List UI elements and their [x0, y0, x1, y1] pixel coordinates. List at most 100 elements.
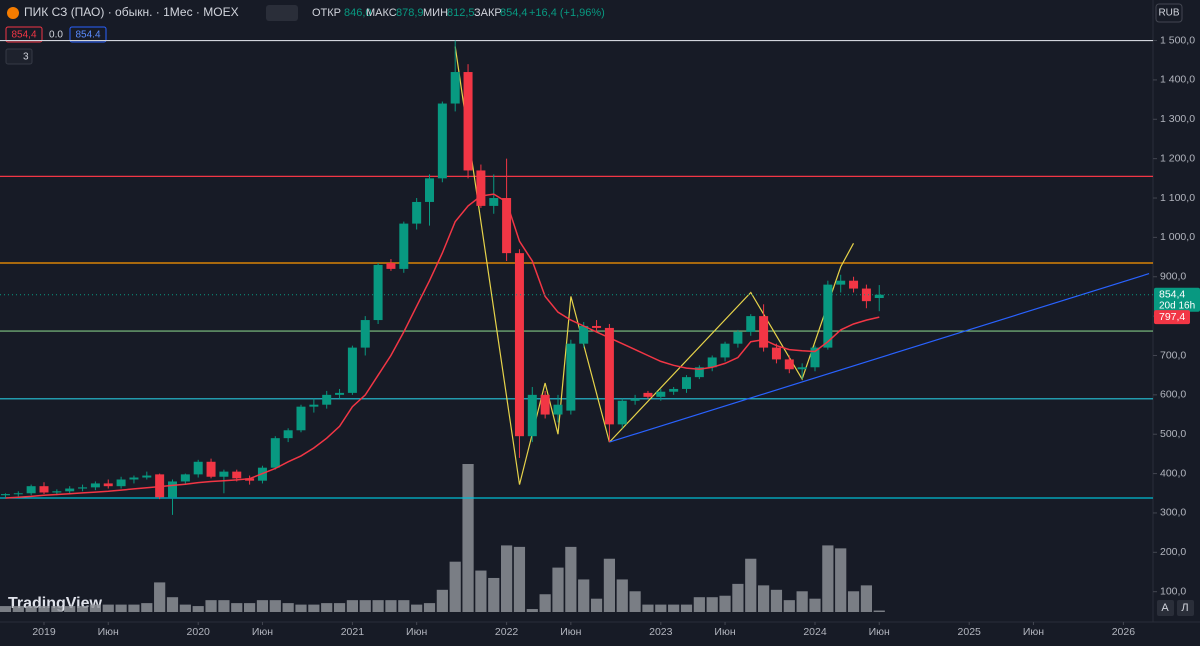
candle-body [52, 491, 62, 493]
sell-button[interactable] [5, 26, 43, 43]
candle-body [270, 438, 280, 468]
candle-body [90, 483, 100, 488]
plot-area [0, 39, 1153, 612]
x-tick-label: 2026 [1112, 626, 1136, 638]
volume-bar [244, 603, 256, 612]
y-tick-label: 1 400,0 [1160, 74, 1195, 86]
volume-bar [668, 604, 680, 612]
x-tick-label: 2025 [958, 626, 982, 638]
candle-body [733, 331, 743, 344]
volume-bar [873, 610, 885, 612]
candle-body [566, 343, 576, 411]
x-tick-label: 2020 [187, 626, 211, 638]
candle-body [656, 391, 666, 397]
candle-body [502, 198, 512, 254]
moving-average [5, 193, 880, 499]
volume-bar [192, 606, 204, 612]
buy: 854.4 [75, 30, 100, 41]
currency-button[interactable] [1155, 3, 1183, 23]
ohlc-label: МИН [423, 7, 448, 19]
candle-body [155, 474, 165, 498]
y-tick-label: 300,0 [1160, 507, 1186, 519]
axis-button: Л [1181, 602, 1188, 614]
symbol-icon [7, 7, 19, 19]
candle-body [463, 72, 473, 171]
indicators-button[interactable] [5, 48, 33, 65]
candle-body [861, 288, 871, 302]
volume-bar [847, 591, 860, 612]
candle-body [450, 72, 460, 104]
volume-bar [308, 604, 320, 612]
candle-body [489, 198, 499, 206]
volume-bar [231, 603, 243, 612]
candle-body [527, 394, 537, 437]
x-tick-label: 2022 [495, 626, 519, 638]
x-tick-label: Июн [560, 626, 581, 638]
volume-bar [796, 591, 808, 612]
volume-bar [359, 600, 371, 612]
x-tick-label: Июн [869, 626, 890, 638]
candle-body [322, 394, 332, 405]
candle-body [103, 483, 113, 487]
ma-tag [1154, 310, 1190, 325]
candle-body [707, 357, 717, 368]
volume-bar [0, 606, 12, 612]
x-tick-label: Июн [714, 626, 735, 638]
spread: 0.0 [49, 30, 63, 41]
candle-body [206, 461, 216, 477]
candle-body [168, 481, 177, 498]
volume-bar [12, 606, 24, 612]
volume-bar [616, 579, 628, 612]
candle-body [694, 367, 704, 378]
last-price-tag [1154, 287, 1200, 312]
x-tick-label: 2021 [341, 626, 365, 638]
candle-body [309, 404, 319, 407]
volume-bar [745, 558, 757, 612]
ohlc-value: 846,0 [344, 7, 372, 19]
log-scale-button[interactable] [1177, 600, 1194, 616]
volume-bar [809, 598, 821, 612]
y-tick-label: 200,0 [1160, 546, 1186, 558]
candle-body [335, 392, 345, 395]
buy-button[interactable] [69, 26, 107, 43]
x-tick-label: Июн [406, 626, 427, 638]
volume-bar [141, 603, 153, 612]
candle-body [604, 327, 614, 425]
candle-body [412, 201, 422, 224]
candle-body [65, 488, 75, 492]
x-tick-label: Июн [98, 626, 119, 638]
candle-body [373, 264, 383, 321]
x-tick-label: 2023 [649, 626, 673, 638]
volume-bar [706, 597, 718, 612]
candle-body [579, 325, 589, 344]
y-tick-label: 500,0 [1160, 428, 1186, 440]
candle-body [720, 343, 730, 358]
auto-scale-button[interactable] [1157, 600, 1174, 616]
candle-body [425, 178, 434, 202]
candle-body [874, 294, 884, 299]
last-price-label: 854,4 [1159, 288, 1185, 300]
volume-bar [25, 606, 37, 612]
volume-bar [565, 546, 577, 612]
change: +16,4 (+1,96%) [529, 7, 605, 19]
visibility-toggle[interactable] [266, 5, 298, 21]
y-tick-label: 900,0 [1160, 271, 1186, 283]
y-tick-label: 700,0 [1160, 349, 1186, 361]
volume-bar [51, 606, 63, 612]
volume-bar [590, 598, 603, 612]
volume-bar [218, 600, 230, 612]
candle-body [129, 477, 139, 480]
y-tick-label: 400,0 [1160, 467, 1186, 479]
countdown: 20d 16h [1159, 300, 1195, 311]
volume-bar [89, 604, 101, 612]
y-tick-label: 600,0 [1160, 389, 1186, 401]
candle-body [797, 367, 807, 370]
volume-bar [783, 600, 795, 612]
candle-body [643, 392, 653, 397]
ohlc-value: 812,5 [447, 7, 475, 19]
volume-bar [321, 603, 333, 612]
volume-bar [115, 604, 127, 612]
ohlc-label: ОТКР [312, 7, 341, 19]
currency: RUB [1158, 8, 1179, 19]
volume-bar [269, 600, 281, 612]
